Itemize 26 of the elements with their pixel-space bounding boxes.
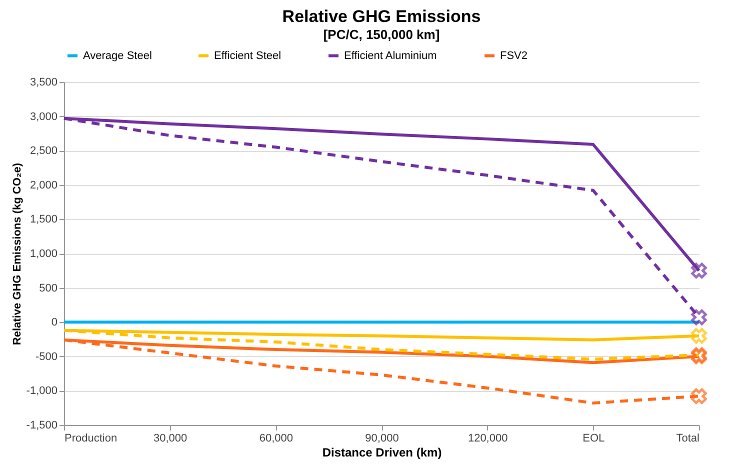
x-tick-label: 30,000 [154,432,188,444]
y-tick-label: 2,500 [30,145,58,158]
y-tick-label: 500 [39,282,58,294]
y-tick-label: -1,500 [26,420,58,432]
chart-subtitle: [PC/C, 150,000 km] [323,27,440,42]
y-tick-label: -1,000 [26,385,58,398]
y-tick-label: 2,000 [30,179,58,192]
y-tick-label: 3,000 [30,110,58,123]
x-tick-label: Production [64,432,118,444]
y-tick-label: 0 [51,316,58,329]
legend-label: Average Steel [83,50,152,62]
y-tick-label: -500 [35,350,58,363]
x-tick-label: EOL [582,432,605,444]
legend-label: Efficient Steel [214,50,282,62]
x-tick-label: Total [676,432,700,444]
y-tick-label: 3,500 [30,76,58,88]
x-axis-title: Distance Driven (km) [322,446,442,460]
x-tick-label: 120,000 [468,432,508,444]
chart-title: Relative GHG Emissions [282,7,481,26]
x-tick-label: 60,000 [259,432,293,444]
legend-label: FSV2 [500,50,528,62]
y-tick-label: 1,500 [30,214,58,226]
x-tick-label: 90,000 [365,432,399,444]
y-tick-label: 1,000 [30,248,58,260]
y-axis-title: Relative GHG Emissions (kg CO₂e) [11,162,24,346]
legend-label: Efficient Aluminium [344,50,437,62]
